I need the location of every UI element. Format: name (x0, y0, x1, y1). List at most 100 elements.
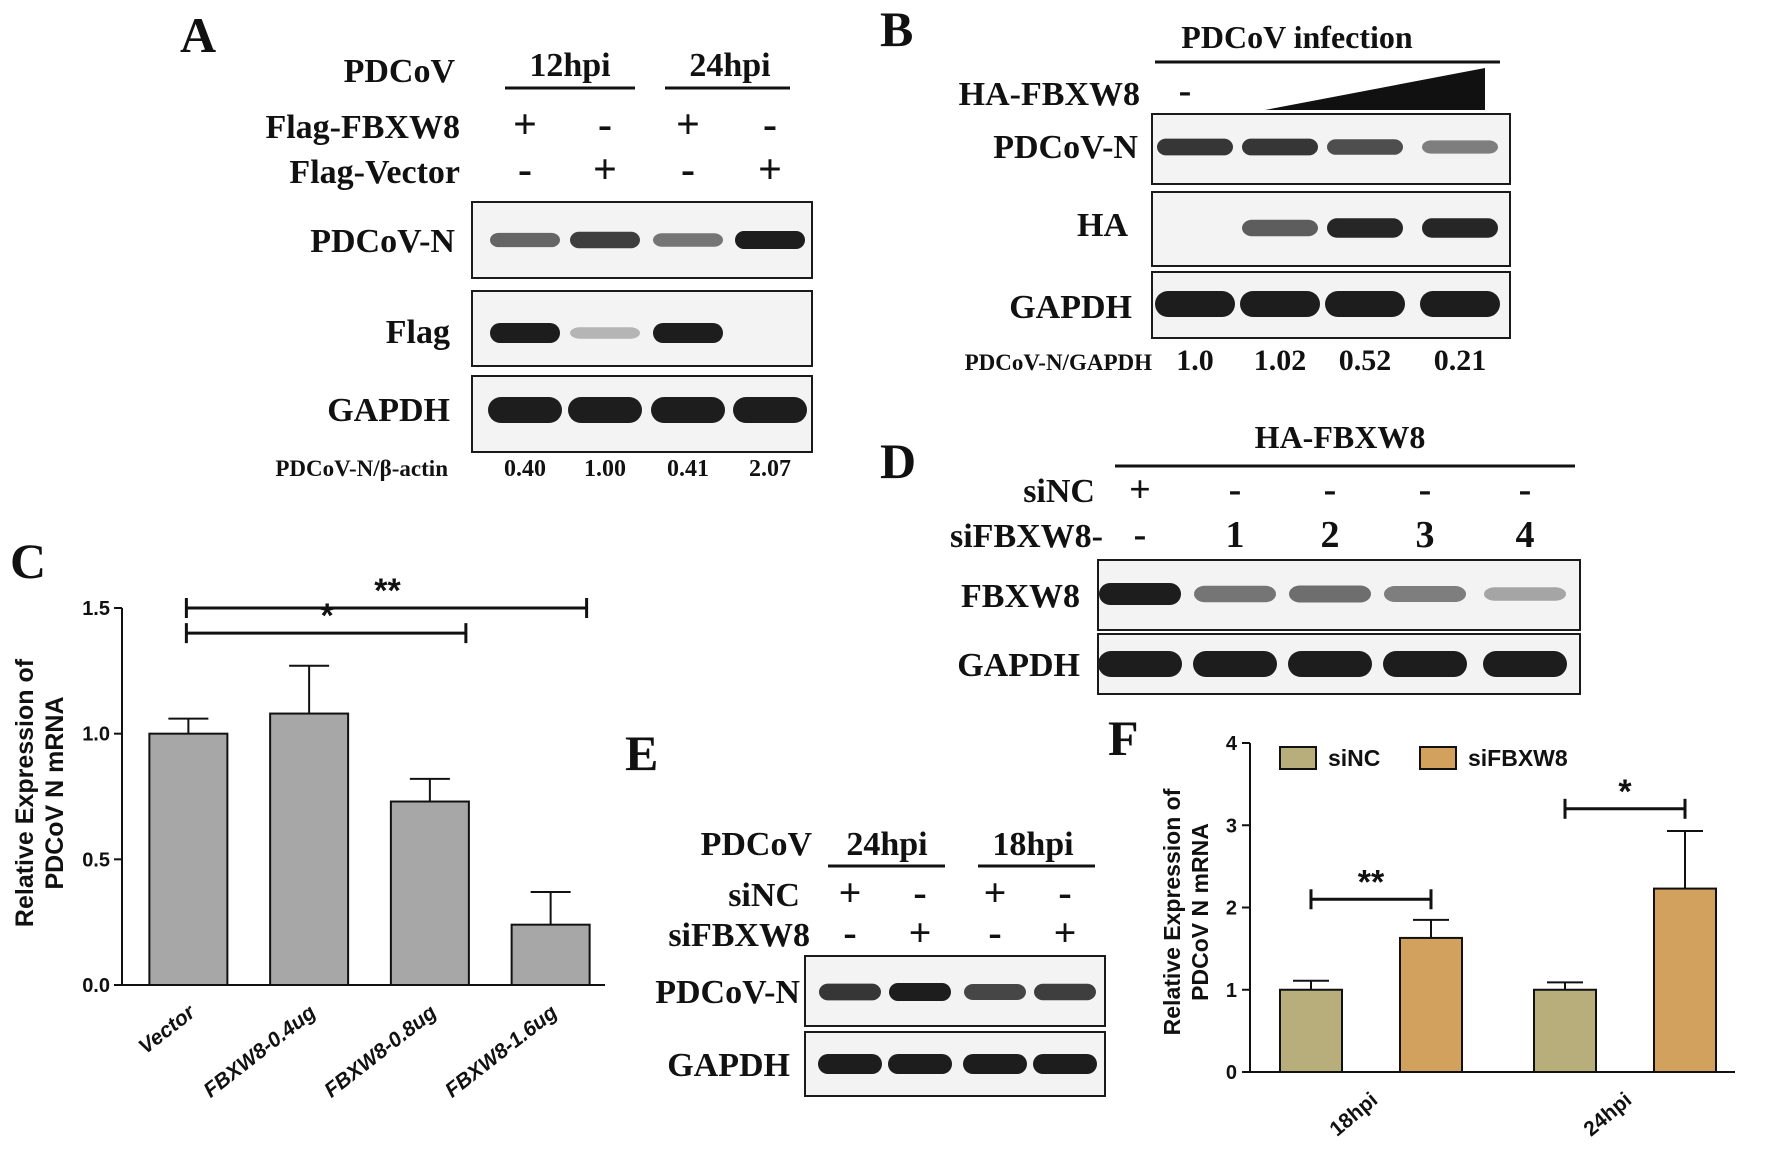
panel-f-bar-2-1 (1533, 988, 1597, 1073)
panel-a-timepoint-1: 12hpi (529, 47, 610, 84)
panel-f-xtick-label-1: 18hpi (1325, 1088, 1382, 1141)
panel-a-pdcov-n-band-3 (653, 233, 723, 247)
panel-e-sign-r1-l1: + (839, 870, 862, 915)
panel-b-row-label: HA-FBXW8 (959, 76, 1140, 113)
panel-f-bar-2-2 (1653, 887, 1717, 1074)
panel-c-bar-3 (389, 800, 470, 986)
panel-a-sign-r2-l3: - (681, 147, 695, 193)
panel-e-pdcov-n-band-1 (819, 983, 881, 1001)
panel-f-sig-label-1: ** (1358, 863, 1385, 901)
panel-b-blot-2: HA (1077, 191, 1511, 267)
panel-a-ratio-3: 0.41 (667, 456, 709, 482)
panel-a-gapdh-band-3 (651, 397, 725, 423)
panel-f-bar-1-2 (1399, 936, 1463, 1073)
panel-b-pdcov-n-band-1 (1157, 138, 1233, 156)
panel-f-ytick-label-2: 1 (1226, 980, 1237, 1002)
panel-c-bar-2 (269, 712, 350, 986)
panel-c-ylabel-line2: PDCoV N mRNA (41, 696, 69, 889)
panel-d-row-label-1: siNC (1023, 473, 1095, 510)
panel-d-gapdh-band-5 (1483, 651, 1567, 677)
panel-a: A PDCoV 12hpi 24hpi Flag-FBXW8 Flag-Vect… (180, 7, 813, 482)
panel-d-sign-r2-l2: 1 (1226, 514, 1245, 556)
panel-a-blot-2: Flag (386, 290, 813, 367)
panel-b-ratio-4: 0.21 (1434, 344, 1487, 377)
panel-e-sign-r2-l2: + (909, 910, 932, 955)
panel-e: E PDCoV 24hpi 18hpi siNC siFBXW8 + - + -- + -… (625, 725, 1106, 1097)
panel-b-ha-band-4 (1422, 218, 1498, 238)
panel-f-ytick-label-5: 4 (1226, 733, 1238, 755)
panel-d-fbxw8-band-4 (1384, 585, 1466, 603)
panel-d-gapdh-band-1 (1098, 651, 1182, 677)
panel-f-legend-swatch-2 (1419, 746, 1457, 770)
panel-f-ytick-label-3: 2 (1226, 898, 1237, 920)
panel-f-xtick-label-2: 24hpi (1579, 1088, 1636, 1141)
panel-a-ratio-4: 2.07 (749, 456, 791, 482)
panel-d-top-label: HA-FBXW8 (1255, 419, 1426, 455)
panel-d-fbxw8-band-1 (1099, 583, 1181, 605)
panel-c-xtick-label-3: FBXW8-0.8ug (320, 1001, 441, 1103)
panel-b-pdcov-n-band-3 (1327, 139, 1403, 155)
panel-c-ytick-label-3: 1.0 (82, 724, 110, 746)
panel-f-ylabel-line1: Relative Expression of (1159, 788, 1185, 1035)
panel-b-ratio-label: PDCoV-N/GAPDH (965, 350, 1152, 375)
panel-b-pdcov-n-band-4 (1422, 140, 1498, 154)
panel-a-row-label-2: Flag-Vector (289, 154, 460, 191)
panel-e-signs: + - + -- + - + (839, 870, 1077, 955)
panel-e-timepoint-1: 24hpi (846, 826, 927, 863)
panel-d-sign-r1-l2: - (1229, 469, 1242, 511)
panel-d-row-label-2: siFBXW8- (950, 518, 1103, 555)
panel-e-pdcov-n-band-3 (964, 984, 1026, 1000)
panel-f-sig-label-2: * (1618, 773, 1632, 811)
panel-b-blot-3: GAPDH (1009, 271, 1511, 339)
panel-b-gapdh-band-1 (1155, 291, 1235, 317)
panel-c-letter: C (10, 533, 46, 589)
panel-d-sign-r2-l4: 3 (1416, 514, 1435, 556)
panel-e-sign-r2-l4: + (1054, 910, 1077, 955)
panel-a-sign-r1-l1: + (513, 102, 537, 148)
panel-b-minus-sign: - (1179, 70, 1192, 112)
panel-f-ylabel-line2: PDCoV N mRNA (1187, 823, 1213, 1001)
panel-d-blot-label-2: GAPDH (957, 647, 1080, 684)
panel-b-gapdh-band-4 (1420, 291, 1500, 317)
panel-a-sign-r1-l4: - (763, 102, 777, 148)
panel-c-ytick-label-4: 1.5 (82, 598, 110, 620)
panel-c-xtick-label-2: FBXW8-0.4ug (199, 1001, 320, 1103)
panel-d: D HA-FBXW8 siNC siFBXW8- + - - - -- 1 2 3 4 FBXW… (880, 419, 1581, 695)
panel-d-sign-r2-l5: 4 (1516, 514, 1535, 556)
panel-e-blot-label-2: GAPDH (667, 1047, 790, 1084)
panel-a-sign-r1-l2: - (598, 102, 612, 148)
panel-a-ratios: 0.40 1.00 0.41 2.07 (504, 456, 791, 482)
panel-d-fbxw8-band-5 (1484, 587, 1566, 601)
panel-e-blot-1: PDCoV-N (655, 955, 1106, 1027)
panel-e-timepoint-2: 18hpi (992, 826, 1073, 863)
panel-c-xtick-label-4: FBXW8-1.6ug (441, 1001, 562, 1103)
panel-c-chart: 0.0 0.5 1.0 1.5 Vector FBXW8-0.4ug FBXW8-0.8ug… (82, 572, 605, 1102)
panel-a-blot-label-2: Flag (386, 314, 450, 351)
panel-d-fbxw8-band-3 (1289, 585, 1371, 603)
panel-a-blot-1: PDCoV-N (310, 201, 813, 279)
panel-a-sign-r2-l2: + (593, 147, 617, 193)
panel-d-blot-2: GAPDH (957, 633, 1581, 695)
panel-d-sign-r2-l1: - (1134, 514, 1147, 556)
panel-f-ytick-label-4: 3 (1226, 815, 1237, 837)
panel-e-pdcov-n-band-2 (889, 983, 951, 1001)
panel-a-flag-band-2 (570, 327, 640, 339)
panel-d-blot-label-1: FBXW8 (961, 578, 1080, 615)
panel-a-ratio-1: 0.40 (504, 456, 546, 482)
panel-a-row-label-1: Flag-FBXW8 (265, 109, 460, 146)
panel-a-virus-label: PDCoV (344, 53, 456, 90)
panel-f-letter: F (1108, 710, 1139, 766)
panel-d-sign-r1-l4: - (1419, 469, 1432, 511)
panel-a-sign-r2-l4: + (758, 147, 782, 193)
panel-b-ratio-1: 1.0 (1176, 344, 1214, 377)
panel-b-pdcov-n-band-2 (1242, 138, 1318, 156)
panel-e-sign-r1-l2: - (913, 870, 926, 915)
panel-a-sign-r2-l1: - (518, 147, 532, 193)
panel-b-gapdh-band-3 (1325, 291, 1405, 317)
panel-b-infection-label: PDCoV infection (1181, 19, 1413, 55)
panel-b-blot-label-2: HA (1077, 207, 1128, 244)
panel-e-gapdh-band-2 (888, 1054, 952, 1074)
panel-b-ratio-2: 1.02 (1254, 344, 1307, 377)
